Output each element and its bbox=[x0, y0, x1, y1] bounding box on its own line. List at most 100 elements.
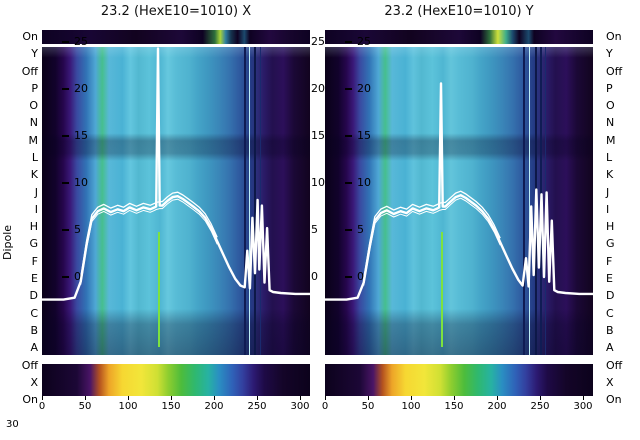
row-label: B bbox=[30, 323, 38, 337]
heatmap-vline bbox=[441, 231, 444, 348]
row-label: Off bbox=[21, 358, 38, 372]
row-label: X bbox=[606, 375, 614, 389]
x-tick-label: 150 bbox=[161, 401, 181, 412]
row-label: A bbox=[30, 341, 38, 355]
x-tick-label: 250 bbox=[247, 401, 267, 412]
row-label: On bbox=[22, 30, 38, 43]
row-label: Off bbox=[606, 64, 623, 78]
heatmap-vline bbox=[254, 47, 257, 355]
row-labels-right: On Y Off P O N M L K J I H G F E D C B A Off X On bbox=[606, 30, 640, 430]
heatmap-vline bbox=[539, 47, 542, 355]
heatmap-vline bbox=[248, 47, 250, 355]
x-tick-mark bbox=[497, 396, 498, 400]
row-label: On bbox=[606, 393, 622, 407]
x-tick-labels: 0 50 100 150 200 250 300 bbox=[321, 396, 593, 420]
row-label: Y bbox=[31, 47, 38, 61]
row-label: A bbox=[606, 341, 614, 355]
y-ticks-between-panels: 25 20 15 10 5 0 bbox=[311, 0, 327, 440]
x-tick-mark bbox=[42, 396, 43, 400]
x-tick-mark bbox=[214, 396, 215, 400]
x-tick-mark bbox=[325, 396, 326, 400]
row-label: Off bbox=[21, 64, 38, 78]
row-label: L bbox=[31, 151, 38, 165]
panel-title-x: 23.2 (HexE10=1010) X bbox=[100, 4, 252, 19]
row-label: M bbox=[28, 133, 39, 147]
row-label: D bbox=[29, 289, 38, 303]
x-tick-label: 300 bbox=[573, 401, 593, 412]
row-label: H bbox=[606, 220, 615, 234]
x-tick-mark bbox=[171, 396, 172, 400]
x-tick-label: 200 bbox=[204, 401, 224, 412]
x-tick-label: 300 bbox=[290, 401, 310, 412]
y-tick-label-right: 15 bbox=[311, 129, 325, 142]
row-label: On bbox=[606, 30, 622, 43]
row-label: F bbox=[606, 254, 613, 268]
panel-title-y: 23.2 (HexE10=1010) Y bbox=[384, 4, 534, 19]
row-label: O bbox=[606, 99, 615, 113]
x-tick-mark bbox=[257, 396, 258, 400]
x-tick-label: 100 bbox=[118, 401, 138, 412]
row-labels-left: On Y Off P O N M L K J I H G F E D C B A Off X On bbox=[4, 30, 38, 430]
row-label: P bbox=[606, 81, 613, 95]
row-label: G bbox=[29, 237, 38, 251]
row-label: K bbox=[606, 168, 614, 182]
stray-tick-label: 30 bbox=[6, 419, 19, 430]
heatmap-top-strip bbox=[325, 30, 593, 44]
row-label: Y bbox=[606, 47, 613, 61]
row-label: J bbox=[606, 185, 610, 199]
x-tick-label: 0 bbox=[321, 401, 329, 412]
heatmap-vline bbox=[243, 47, 246, 355]
x-tick-mark bbox=[128, 396, 129, 400]
row-label: N bbox=[606, 116, 615, 130]
heatmap-bottom-strip bbox=[42, 364, 310, 396]
row-label: I bbox=[606, 202, 610, 216]
row-label: M bbox=[606, 133, 616, 147]
row-label: O bbox=[29, 99, 38, 113]
row-label: Off bbox=[606, 358, 623, 372]
x-tick-mark bbox=[85, 396, 86, 400]
x-tick-label: 250 bbox=[530, 401, 550, 412]
row-label: B bbox=[606, 323, 614, 337]
heatmap-bottom-strip bbox=[325, 364, 593, 396]
x-tick-label: 50 bbox=[361, 401, 375, 412]
row-label: C bbox=[30, 306, 38, 320]
row-label: P bbox=[31, 81, 38, 95]
y-tick-label-right: 25 bbox=[311, 35, 325, 48]
row-label: On bbox=[22, 393, 38, 407]
heatmap-main bbox=[42, 47, 310, 355]
heatmap-main bbox=[325, 47, 593, 355]
x-tick-mark bbox=[300, 396, 301, 400]
x-tick-mark bbox=[540, 396, 541, 400]
row-label: F bbox=[31, 254, 38, 268]
y-tick-label-right: 5 bbox=[311, 223, 318, 236]
x-tick-label: 100 bbox=[401, 401, 421, 412]
x-tick-mark bbox=[454, 396, 455, 400]
x-tick-label: 50 bbox=[78, 401, 92, 412]
y-tick-label-right: 0 bbox=[311, 270, 318, 283]
y-tick-label-right: 10 bbox=[311, 176, 325, 189]
heatmap-vline bbox=[528, 47, 530, 355]
row-label: J bbox=[34, 185, 38, 199]
row-label: L bbox=[606, 151, 613, 165]
heatmap-vline bbox=[545, 47, 547, 355]
heatmap-vline bbox=[259, 47, 261, 355]
row-label: H bbox=[29, 220, 38, 234]
x-tick-mark bbox=[583, 396, 584, 400]
heatmap-vline bbox=[158, 231, 161, 348]
x-tick-mark bbox=[368, 396, 369, 400]
heatmap-top-strip bbox=[42, 30, 310, 44]
row-label: E bbox=[31, 272, 38, 286]
x-tick-label: 0 bbox=[38, 401, 46, 412]
x-tick-mark bbox=[411, 396, 412, 400]
heatmap-vline bbox=[534, 47, 537, 355]
row-label: C bbox=[606, 306, 614, 320]
row-label: X bbox=[30, 375, 38, 389]
heatmap-panel-y: 25 20 15 10 5 0 0 50 100 150 200 250 300 bbox=[321, 30, 593, 420]
row-label: K bbox=[30, 168, 38, 182]
x-tick-label: 200 bbox=[487, 401, 507, 412]
x-tick-label: 150 bbox=[444, 401, 464, 412]
row-label: I bbox=[34, 202, 38, 216]
row-label: G bbox=[606, 237, 615, 251]
row-label: N bbox=[29, 116, 38, 130]
